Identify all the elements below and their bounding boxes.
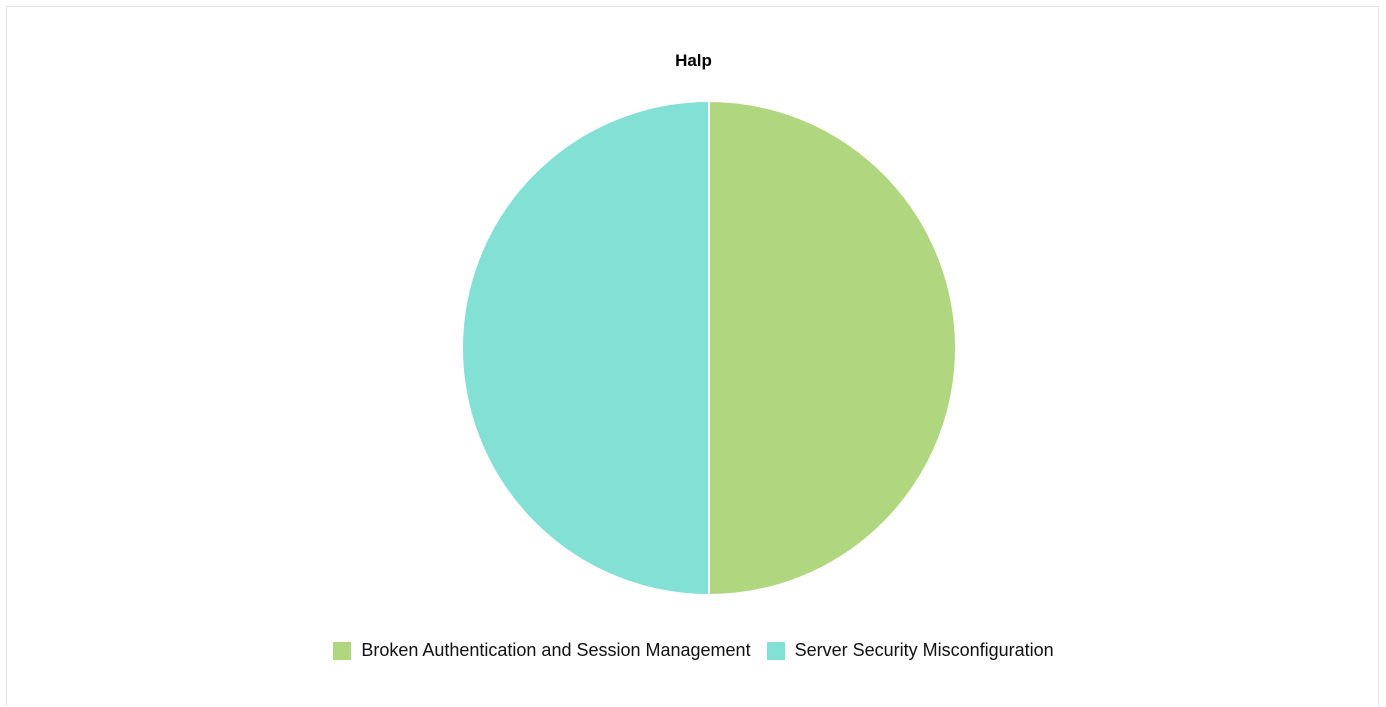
legend-swatch bbox=[333, 641, 352, 660]
pie-slice-2[interactable] bbox=[461, 99, 710, 597]
legend-label: Broken Authentication and Session Manage… bbox=[361, 640, 751, 660]
pie-slice-1[interactable] bbox=[708, 99, 957, 597]
legend-item-2[interactable]: Server Security Misconfiguration bbox=[766, 640, 1054, 661]
pie-chart bbox=[461, 99, 957, 597]
legend-label: Server Security Misconfiguration bbox=[794, 640, 1054, 660]
legend-item-1[interactable]: Broken Authentication and Session Manage… bbox=[333, 640, 751, 661]
legend-swatch bbox=[766, 641, 785, 660]
chart-container: Halp Broken Authentication and Session M… bbox=[6, 6, 1379, 706]
legend: Broken Authentication and Session Manage… bbox=[7, 640, 1380, 661]
chart-title: Halp bbox=[675, 51, 712, 70]
